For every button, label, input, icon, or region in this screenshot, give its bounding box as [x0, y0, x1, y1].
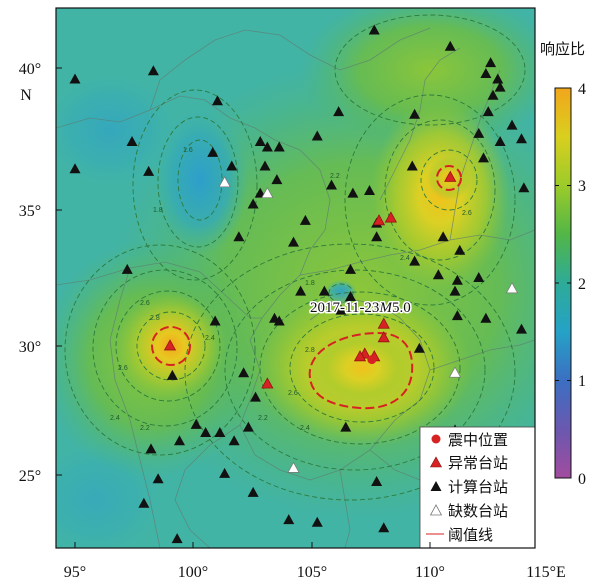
- colorbar-tick-label: 4: [578, 81, 586, 98]
- contour-label: 2.4: [400, 255, 410, 262]
- contour-label: 2.8: [150, 315, 160, 322]
- x-tick-label: 100°: [178, 564, 208, 581]
- colorbar-title: 响应比: [540, 40, 585, 58]
- contour-label: 2.2: [330, 173, 340, 180]
- y-axis-unit: N: [20, 87, 32, 104]
- contour-label: 2.6: [140, 300, 150, 307]
- legend: 震中位置 异常台站 计算台站 缺数台站 阈值线: [420, 427, 535, 548]
- contour-label: 1.8: [153, 207, 163, 214]
- colorbar-tick-label: 3: [578, 178, 586, 195]
- y-tick-label: 25°: [19, 468, 41, 485]
- epicenter-marker: [367, 355, 376, 364]
- field-peak-chongqing: [307, 328, 417, 408]
- field-blue-northwest: [40, 70, 180, 190]
- annotation-magnitude: 5.0: [392, 300, 411, 316]
- legend-epicenter-symbol: [432, 435, 441, 444]
- y-tick-label: 40°: [19, 61, 41, 78]
- x-tick-label: 105°: [297, 564, 327, 581]
- map-area: 1.6 1.8 2.4 2.6 2.8 2.4 2.6 2.2 2.8 2.6 …: [25, 0, 607, 560]
- contour-label: 2.8: [305, 347, 315, 354]
- legend-label-epicenter: 震中位置: [448, 431, 508, 449]
- y-tick-label: 35°: [19, 203, 41, 220]
- y-tick-label: 30°: [19, 339, 41, 356]
- x-tick-label: 115°E: [526, 564, 566, 581]
- y-axis-labels: 40° N 35° 30° 25°: [19, 61, 41, 485]
- colorbar-tick-label: 2: [578, 276, 586, 293]
- contour-label: 2.6: [462, 210, 472, 217]
- contour-label: 2.4: [205, 335, 215, 342]
- legend-label-threshold-line: 阈值线: [448, 526, 493, 544]
- annotation-date: 2017-11-23: [310, 300, 379, 316]
- legend-label-calculated-station: 计算台站: [448, 478, 508, 496]
- contour-label: 2.2: [140, 425, 150, 432]
- x-tick-label: 110°: [415, 564, 445, 581]
- earthquake-annotation: 2017-11-23M5.0: [310, 300, 411, 316]
- contour-label: 2.6: [288, 390, 298, 397]
- contour-label: 2.4: [300, 425, 310, 432]
- contour-label: 2.6: [118, 365, 128, 372]
- contour-label: 2.4: [110, 415, 120, 422]
- contour-label: 2.2: [258, 415, 268, 422]
- x-axis-labels: 95° 100° 105° 110° 115°E: [64, 564, 566, 581]
- legend-label-missing-station: 缺数台站: [448, 502, 508, 520]
- colorbar-tick-label: 1: [578, 373, 586, 390]
- legend-label-abnormal-station: 异常台站: [448, 454, 508, 472]
- colorbar: 响应比 4 3 2 1 0: [540, 40, 586, 488]
- colorbar-tick-label: 0: [578, 471, 586, 488]
- contour-label: 1.8: [305, 280, 315, 287]
- contour-label: 1.6: [183, 147, 193, 154]
- x-tick-label: 95°: [64, 564, 86, 581]
